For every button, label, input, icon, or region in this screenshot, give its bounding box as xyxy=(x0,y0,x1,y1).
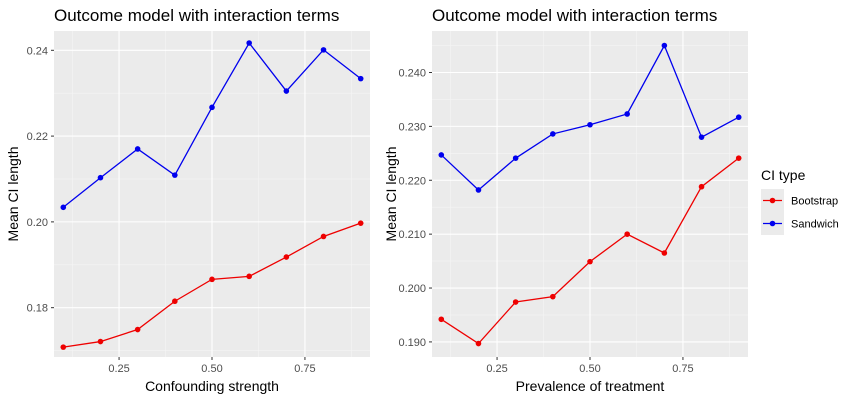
chart-right-title: Outcome model with interaction terms xyxy=(432,6,717,25)
chart-left-y-tick-label: 0.18 xyxy=(27,303,48,315)
chart-right-bootstrap-point xyxy=(735,155,742,161)
legend-label-bootstrap: Bootstrap xyxy=(791,196,838,208)
chart-left-sandwich-point xyxy=(246,40,252,46)
chart-left-bootstrap-point xyxy=(320,233,327,240)
chart-right-x-axis-title: Prevalence of treatment xyxy=(516,378,665,394)
chart-right-sandwich-point xyxy=(438,152,445,158)
chart-left-bootstrap-point xyxy=(209,276,215,283)
chart-left-series xyxy=(60,40,364,350)
chart-right-sandwich-point xyxy=(661,42,668,49)
chart-right-bootstrap-point xyxy=(438,316,445,323)
chart-left-sandwich-point xyxy=(172,172,178,178)
chart-right-x-tick-label: 0.75 xyxy=(672,363,693,375)
chart-right-bootstrap-point xyxy=(587,258,593,265)
chart-left-y-tick-label: 0.22 xyxy=(27,131,48,143)
legend-key-bootstrap-point xyxy=(769,197,776,204)
chart-right-y-tick-label: 0.230 xyxy=(398,121,426,133)
chart-left-sandwich-point xyxy=(60,204,67,211)
chart-right-bootstrap-point xyxy=(624,231,630,237)
chart-right-sandwich-point xyxy=(475,187,482,193)
chart-right-bootstrap-point xyxy=(550,293,556,300)
chart-left-sandwich-point xyxy=(320,47,327,53)
chart-left-grid xyxy=(54,31,370,357)
chart-right-y-tick-label: 0.240 xyxy=(398,67,426,79)
legend-entries: Bootstrap Sandwich xyxy=(761,189,839,235)
chart-left-sandwich-point xyxy=(134,146,141,152)
chart-right-x-tick-label: 0.50 xyxy=(579,363,600,375)
chart-left-x-tick-label: 0.50 xyxy=(201,363,222,375)
chart-right-sandwich-point xyxy=(587,121,593,128)
chart-left-x-axis-title: Confounding strength xyxy=(145,378,279,394)
chart-right-sandwich-point xyxy=(512,155,519,161)
legend-label-sandwich: Sandwich xyxy=(791,219,839,231)
chart-left-bootstrap-point xyxy=(246,273,252,280)
chart-right-y-tick-label: 0.220 xyxy=(398,175,426,187)
chart-left-bootstrap-point xyxy=(60,344,67,350)
chart-left-y-tick-label: 0.20 xyxy=(27,217,48,229)
chart-left-sandwich-point xyxy=(357,75,364,82)
chart-right-bootstrap-point xyxy=(512,299,519,305)
chart-left-title: Outcome model with interaction terms xyxy=(54,6,339,25)
chart-left-y-tick-label: 0.24 xyxy=(27,45,48,57)
chart-right-y-tick-label: 0.200 xyxy=(398,283,426,295)
chart-right-sandwich-point xyxy=(698,134,705,140)
chart-left: Outcome model with interaction terms 0.1… xyxy=(5,6,370,394)
chart-left-sandwich-point xyxy=(97,174,104,181)
chart-right-bootstrap-point xyxy=(475,340,482,347)
chart-right-series xyxy=(438,42,742,347)
chart-left-bootstrap-point xyxy=(283,254,290,260)
chart-right-sandwich-point xyxy=(735,114,742,121)
chart-right-ticks: 0.190 0.200 0.210 0.220 0.230 0.240 0.25 0.50 0.… xyxy=(398,67,693,375)
legend-key-sandwich-point xyxy=(769,220,776,227)
chart-left-bootstrap-point xyxy=(97,338,104,345)
chart-left-bootstrap-point xyxy=(172,298,178,305)
chart-left-bootstrap-point xyxy=(357,220,364,226)
legend-title: CI type xyxy=(761,167,806,183)
chart-right-sandwich-point xyxy=(624,111,630,117)
chart-right-bootstrap-point xyxy=(698,183,705,190)
chart-right: Outcome model with interaction terms 0.1… xyxy=(383,6,748,394)
chart-left-ticks: 0.18 0.20 0.22 0.24 0.25 0.50 0.75 xyxy=(27,45,316,375)
chart-left-x-tick-label: 0.75 xyxy=(294,363,315,375)
legend: CI type Bootstrap Sandwich xyxy=(761,167,839,235)
chart-right-y-axis-title: Mean CI length xyxy=(383,147,399,242)
chart-right-sandwich-point xyxy=(550,131,556,137)
chart-left-x-tick-label: 0.25 xyxy=(108,363,129,375)
chart-right-x-tick-label: 0.25 xyxy=(486,363,507,375)
chart-right-y-tick-label: 0.210 xyxy=(398,229,426,241)
chart-left-y-axis-title: Mean CI length xyxy=(5,147,21,242)
chart-right-y-tick-label: 0.190 xyxy=(398,337,426,349)
chart-left-bootstrap-point xyxy=(134,326,141,333)
chart-right-grid xyxy=(432,31,748,357)
chart-left-sandwich-point xyxy=(283,88,290,94)
chart-left-sandwich-point xyxy=(209,104,215,111)
chart-right-bootstrap-point xyxy=(661,250,668,256)
